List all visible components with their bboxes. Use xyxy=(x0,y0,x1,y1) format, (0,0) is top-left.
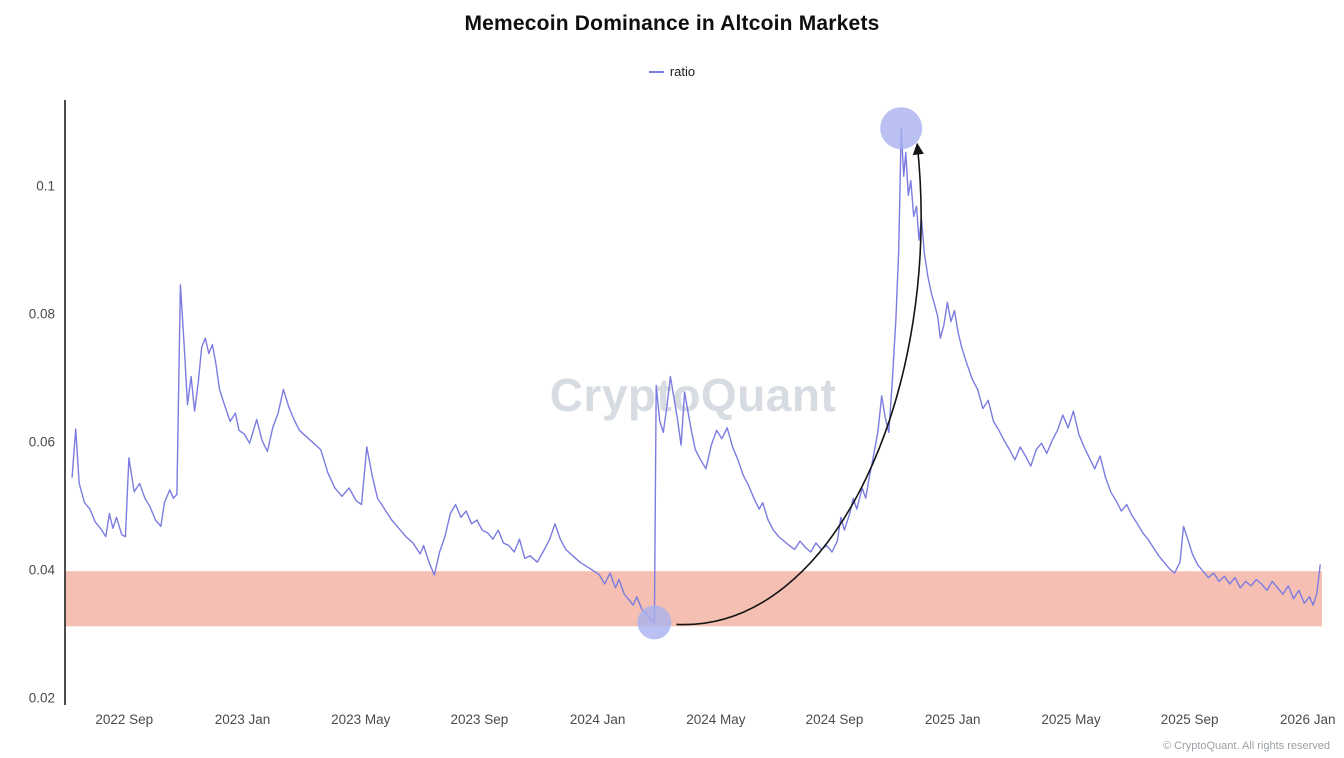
legend[interactable]: ratio xyxy=(0,64,1344,79)
x-tick-label: 2023 May xyxy=(331,712,391,727)
x-tick-label: 2023 Sep xyxy=(450,712,508,727)
x-tick-label: 2024 May xyxy=(686,712,746,727)
x-tick-label: 2025 May xyxy=(1041,712,1101,727)
watermark: CryptoQuant xyxy=(549,369,837,421)
x-tick-label: 2023 Jan xyxy=(215,712,271,727)
x-tick-label: 2025 Jan xyxy=(925,712,981,727)
support-band xyxy=(65,571,1322,627)
legend-line-swatch xyxy=(648,70,664,73)
trend-arrow xyxy=(676,142,924,626)
peak-point-highlight xyxy=(880,107,923,150)
y-tick-label: 0.04 xyxy=(29,562,56,577)
x-tick-label: 2022 Sep xyxy=(95,712,153,727)
legend-label: ratio xyxy=(669,64,696,79)
copyright: © CryptoQuant. All rights reserved xyxy=(1162,740,1330,752)
x-tick-label: 2025 Sep xyxy=(1161,712,1219,727)
ratio-line xyxy=(71,127,1321,624)
y-tick-label: 0.08 xyxy=(29,306,55,321)
x-tick-label: 2024 Jan xyxy=(570,712,626,727)
y-tick-label: 0.02 xyxy=(29,691,55,706)
y-tick-label: 0.06 xyxy=(29,434,55,449)
x-tick-label: 2024 Sep xyxy=(806,712,864,727)
chart-title: Memecoin Dominance in Altcoin Markets xyxy=(464,12,880,35)
y-tick-label: 0.1 xyxy=(36,178,55,193)
x-tick-label: 2026 Jan xyxy=(1280,712,1336,727)
low-point-highlight xyxy=(637,605,672,640)
